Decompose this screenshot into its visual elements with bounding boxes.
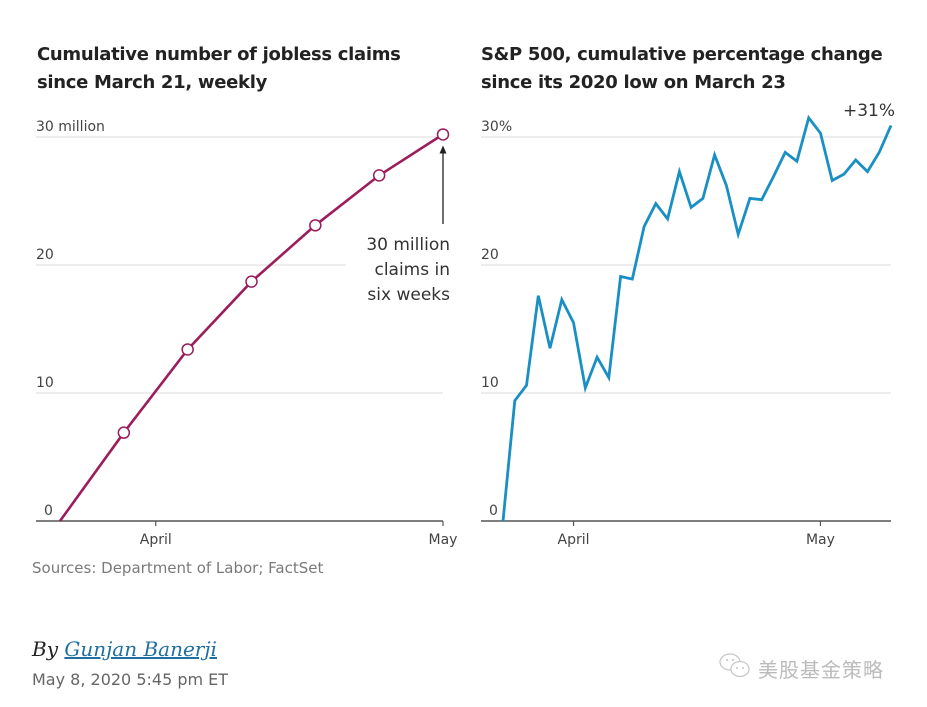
y-tick-label: 10 xyxy=(36,375,54,391)
data-point xyxy=(117,426,131,439)
x-tick-label: May xyxy=(806,532,835,548)
x-tick-label: April xyxy=(558,532,590,548)
watermark: 美股基金策略 xyxy=(718,651,884,686)
annotation-arrowhead xyxy=(439,145,447,154)
series-line xyxy=(501,114,893,522)
x-tick-label: April xyxy=(140,532,172,548)
data-point xyxy=(309,219,322,232)
byline-prefix: By xyxy=(32,637,58,661)
end-value-label: +31% xyxy=(843,101,895,121)
y-tick-label: 0 xyxy=(489,503,498,519)
sp500-chart: 0 10 20 30% April May +31% xyxy=(481,101,895,548)
jobless-chart: 0 10 20 30 million April May 30 million claims … xyxy=(36,119,457,548)
source-note: Sources: Department of Labor; FactSet xyxy=(32,559,324,577)
y-tick-label: 30 million xyxy=(36,119,105,135)
jobless-chart-title: Cumulative number of jobless claims sinc… xyxy=(37,44,401,93)
annotation-text: 30 million xyxy=(366,235,450,255)
data-point xyxy=(372,169,386,182)
y-tick-label: 20 xyxy=(481,247,499,263)
x-tick-label: May xyxy=(429,532,458,548)
publish-date: May 8, 2020 5:45 pm ET xyxy=(32,670,229,689)
y-tick-label: 0 xyxy=(44,503,53,519)
y-tick-label: 30% xyxy=(481,119,512,135)
annotation-text: six weeks xyxy=(367,285,450,305)
annotation-text: claims in xyxy=(374,260,450,280)
byline: By Gunjan Banerji xyxy=(32,637,217,661)
wechat-icon xyxy=(718,651,752,686)
watermark-text: 美股基金策略 xyxy=(758,658,884,682)
data-point xyxy=(436,128,450,141)
author-link[interactable]: Gunjan Banerji xyxy=(64,637,217,661)
data-point xyxy=(245,275,258,288)
data-point xyxy=(181,343,194,356)
series-line xyxy=(58,133,444,522)
y-tick-label: 10 xyxy=(481,375,499,391)
sp500-chart-title: S&P 500, cumulative percentage change si… xyxy=(481,44,883,93)
y-tick-label: 20 xyxy=(36,247,54,263)
